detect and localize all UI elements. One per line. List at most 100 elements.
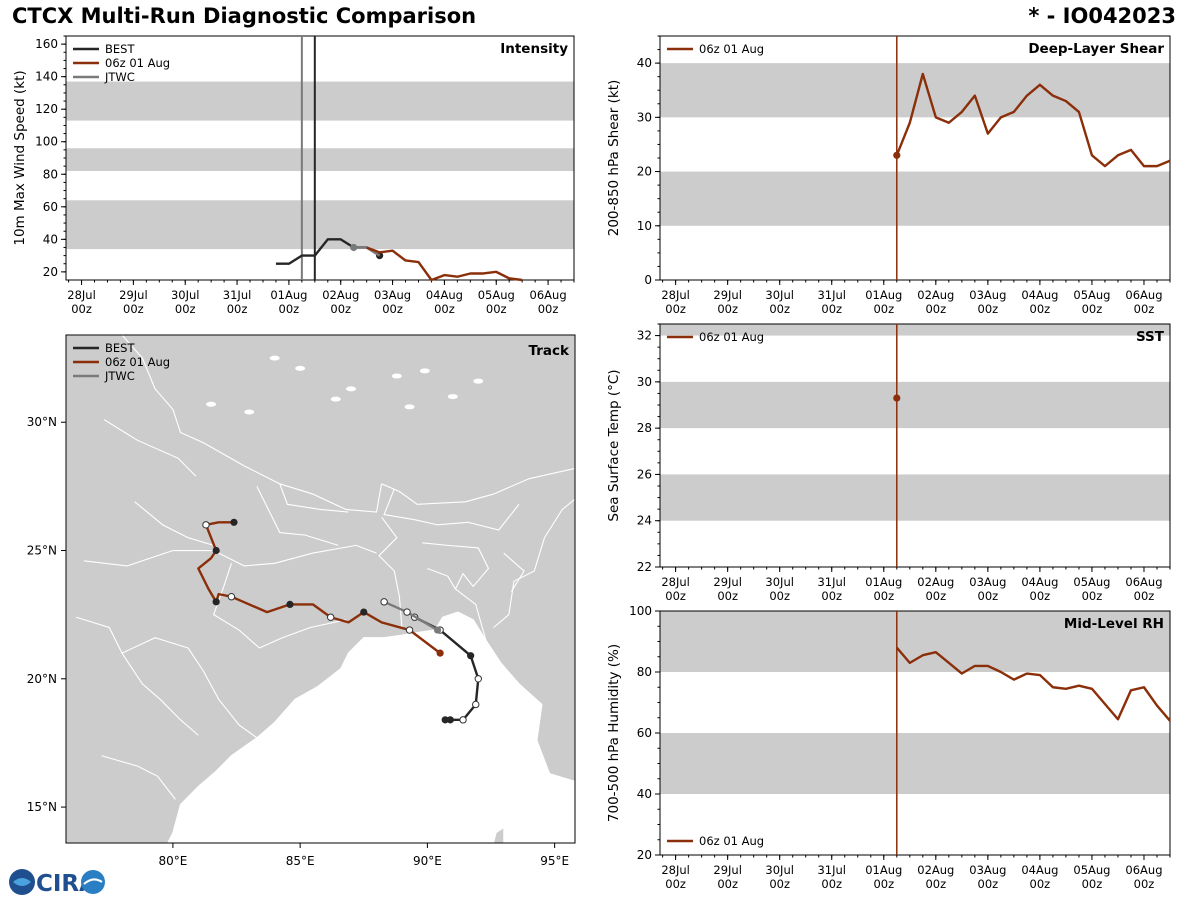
intensity-ytick-label: 20 <box>43 265 58 279</box>
sst-xtick-label: 01Aug <box>865 575 902 589</box>
sst-xtick-label: 00z <box>1082 589 1103 603</box>
intensity-xtick-label: 00z <box>227 302 248 316</box>
lake <box>269 355 280 361</box>
border-line <box>422 542 490 641</box>
shear-xtick-label: 00z <box>925 302 946 316</box>
sst-ytick-label: 28 <box>637 421 652 435</box>
rh-series-06z-01-aug <box>895 646 1171 722</box>
shear-series-06z-01-aug <box>895 72 1171 168</box>
sst-xtick-label: 02Aug <box>917 575 954 589</box>
storm-id: * - IO042023 <box>1028 4 1176 28</box>
rh-xtick-label: 00z <box>978 877 999 891</box>
rh-xtick-label: 04Aug <box>1021 863 1058 877</box>
lake <box>295 365 306 371</box>
border-line <box>83 544 377 567</box>
track-point <box>230 518 238 526</box>
sst-xtick-label: 00z <box>821 589 842 603</box>
shear-marker <box>893 151 901 159</box>
sst-xtick-label: 00z <box>665 589 686 603</box>
intensity-xtick-label: 00z <box>434 302 455 316</box>
track-map: 80°E 85°E 90°E 95°E 15°N 20°N 25°N 30°N Track BES… <box>27 334 576 868</box>
intensity-xtick-label: 28Jul <box>67 288 96 302</box>
track-lon-label: 85°E <box>286 854 315 868</box>
intensity-xtick-label: 00z <box>538 302 559 316</box>
track-lat-label: 20°N <box>27 672 57 686</box>
rh-xtick-label: 00z <box>1134 877 1155 891</box>
shear-xtick-label: 30Jul <box>765 288 794 302</box>
track-legend-label: 06z 01 Aug <box>105 355 170 369</box>
intensity-xtick-label: 00z <box>486 302 507 316</box>
rh-xtick-label: 30Jul <box>765 863 794 877</box>
rh-ytick-label: 40 <box>637 787 652 801</box>
page-title: CTCX Multi-Run Diagnostic Comparison <box>12 4 477 28</box>
shear-xtick-label: 06Aug <box>1125 288 1162 302</box>
border-line <box>76 616 199 736</box>
intensity-band <box>66 148 574 172</box>
track-point <box>433 626 442 634</box>
track-point <box>212 598 220 606</box>
intensity-band <box>66 200 574 250</box>
sst-xtick-label: 04Aug <box>1021 575 1058 589</box>
sst-plot-frame <box>659 323 1171 568</box>
lake <box>419 368 430 374</box>
shear-band <box>660 63 1170 118</box>
border-line <box>493 498 575 628</box>
shear-chart: 01020304028Jul00z29Jul00z30Jul00z31Jul00… <box>606 35 1171 316</box>
intensity-xtick-label: 00z <box>382 302 403 316</box>
shear-ytick-label: 30 <box>637 110 652 124</box>
rh-ylabel: 700-500 hPa Humidity (%) <box>606 644 622 822</box>
lake <box>404 404 415 410</box>
sst-ytick-label: 22 <box>637 560 652 574</box>
rh-band <box>660 733 1170 794</box>
shear-xtick-label: 29Jul <box>713 288 742 302</box>
lake <box>346 386 357 392</box>
track-point <box>227 592 236 601</box>
track-point <box>472 700 480 709</box>
track-point <box>459 716 467 724</box>
track-point <box>474 675 482 683</box>
rh-title: Mid-Level RH <box>1064 616 1164 632</box>
rh-ytick-label: 20 <box>637 848 652 862</box>
border-line <box>212 563 347 649</box>
shear-xtick-label: 03Aug <box>969 288 1006 302</box>
rh-legend-label: 06z 01 Aug <box>699 834 764 848</box>
track-point <box>202 521 210 529</box>
intensity-marker <box>350 243 358 252</box>
border-line <box>381 467 575 505</box>
lake <box>447 394 458 400</box>
shear-xtick-label: 00z <box>1030 302 1051 316</box>
border-line <box>378 516 403 628</box>
shear-xtick-label: 00z <box>978 302 999 316</box>
sst-xtick-label: 31Jul <box>817 575 846 589</box>
track-point <box>326 613 335 621</box>
sst-xtick-label: 05Aug <box>1073 575 1110 589</box>
sst-band <box>660 381 1170 429</box>
rh-ytick-label: 80 <box>637 665 652 679</box>
track-legend-label: JTWC <box>104 369 135 383</box>
intensity-ytick-label: 40 <box>43 232 58 246</box>
rh-xtick-label: 29Jul <box>713 863 742 877</box>
rh-xtick-label: 00z <box>717 877 738 891</box>
sst-xtick-label: 29Jul <box>713 575 742 589</box>
track-lat-label: 25°N <box>27 544 57 558</box>
border-line <box>256 486 339 546</box>
track-point <box>467 652 475 660</box>
intensity-series-06z-01-aug <box>366 246 523 282</box>
shear-xtick-label: 00z <box>821 302 842 316</box>
rh-xtick-label: 00z <box>769 877 790 891</box>
intensity-xtick-label: 03Aug <box>374 288 411 302</box>
rh-xtick-label: 00z <box>925 877 946 891</box>
sst-xtick-label: 03Aug <box>969 575 1006 589</box>
rh-xtick-label: 00z <box>1082 877 1103 891</box>
intensity-band <box>66 81 574 121</box>
track-point <box>212 546 220 555</box>
track-point <box>380 598 388 606</box>
shear-ytick-label: 10 <box>637 219 652 233</box>
sst-chart: 22242628303228Jul00z29Jul00z30Jul00z31Ju… <box>606 323 1171 603</box>
intensity-xtick-label: 05Aug <box>478 288 515 302</box>
intensity-chart: 2040608010012014016028Jul00z29Jul00z30Ju… <box>12 35 575 316</box>
sst-xtick-label: 30Jul <box>765 575 794 589</box>
intensity-ytick-label: 80 <box>43 167 58 181</box>
sst-ytick-label: 30 <box>637 375 652 389</box>
border-line <box>503 552 525 592</box>
